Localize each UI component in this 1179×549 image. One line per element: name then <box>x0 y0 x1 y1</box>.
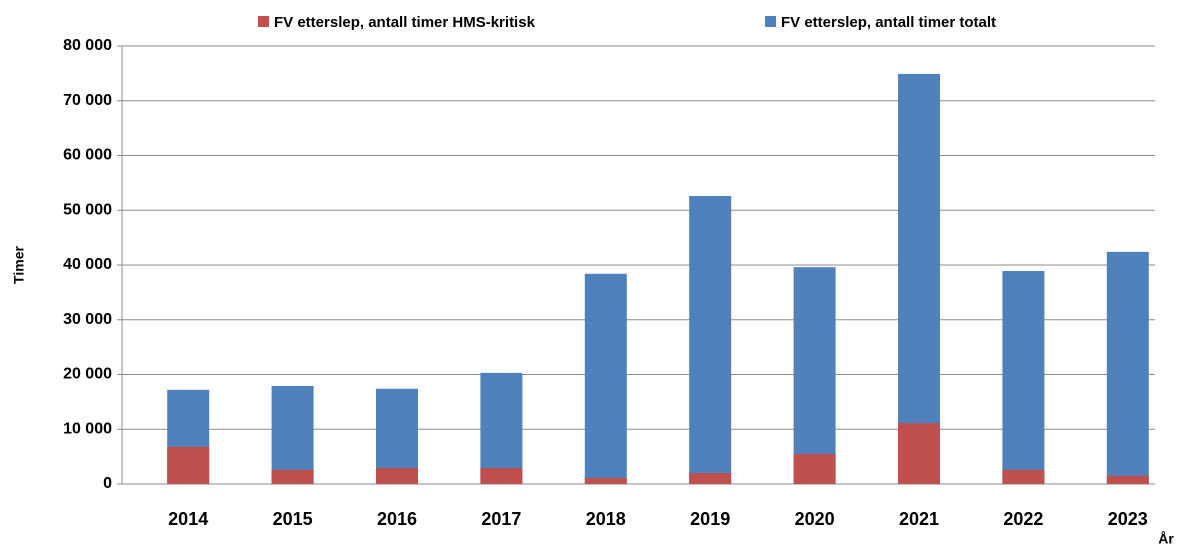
bar <box>793 453 836 484</box>
bar <box>271 469 314 484</box>
x-tick-label: 2021 <box>899 509 939 529</box>
bar <box>480 468 523 484</box>
legend-label: FV etterslep, antall timer totalt <box>781 14 996 31</box>
y-tick-label: 30 000 <box>63 311 112 328</box>
bar <box>689 196 732 484</box>
y-tick-label: 70 000 <box>63 92 112 109</box>
bar <box>898 73 940 485</box>
x-tick-label: 2022 <box>1003 509 1043 529</box>
bar <box>1002 469 1045 484</box>
y-tick-label: 60 000 <box>63 147 112 164</box>
x-axis-label: År <box>1158 531 1174 547</box>
bar <box>689 473 732 484</box>
bar <box>1106 475 1149 484</box>
bar <box>793 267 836 484</box>
x-tick-label: 2023 <box>1108 509 1148 529</box>
bar <box>376 468 418 484</box>
y-tick-label: 80 000 <box>63 37 112 54</box>
bar <box>584 477 627 484</box>
y-tick-label: 10 000 <box>63 420 112 437</box>
bar <box>480 372 523 484</box>
bar <box>1106 251 1149 484</box>
x-tick-label: 2018 <box>586 509 626 529</box>
bar <box>167 446 210 484</box>
bar <box>1002 271 1045 484</box>
bar <box>271 385 314 484</box>
x-tick-label: 2017 <box>481 509 521 529</box>
legend-label: FV etterslep, antall timer HMS-kritisk <box>274 14 536 31</box>
x-tick-label: 2015 <box>273 509 313 529</box>
x-tick-label: 2020 <box>795 509 835 529</box>
y-tick-label: 0 <box>103 475 112 492</box>
y-tick-label: 50 000 <box>63 201 112 218</box>
y-axis-label: Timer <box>11 246 27 284</box>
x-tick-label: 2019 <box>690 509 730 529</box>
legend-swatch <box>765 16 776 27</box>
bar <box>584 273 627 484</box>
x-tick-label: 2014 <box>168 509 208 529</box>
y-tick-label: 40 000 <box>63 256 112 273</box>
legend-swatch <box>258 16 269 27</box>
y-tick-label: 20 000 <box>63 366 112 383</box>
bar <box>898 423 940 484</box>
x-tick-label: 2016 <box>377 509 417 529</box>
